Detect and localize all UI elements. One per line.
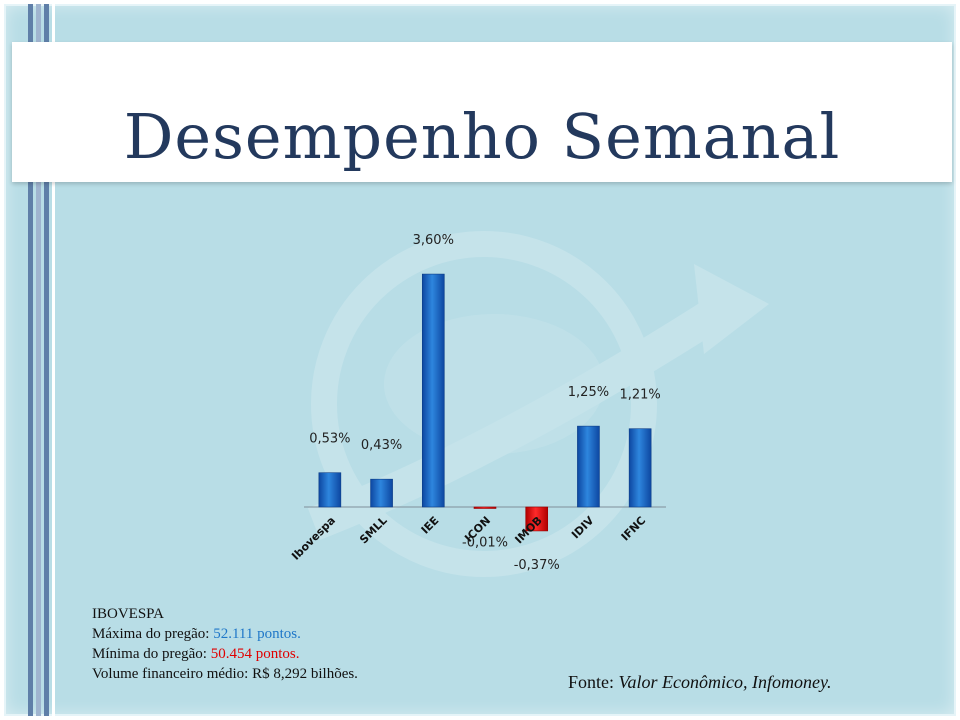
data-label-iee: 3,60%	[413, 233, 454, 248]
category-label-ibovespa: Ibovespa	[289, 514, 338, 563]
slide: Desempenho Semanal 0,53% Ibovespa 0,43% SML…	[4, 4, 956, 716]
max-label: Máxima do pregão:	[92, 626, 214, 642]
page-title: Desempenho Semanal	[123, 100, 841, 173]
info-volume: Volume financeiro médio: R$ 8,292 bilhõe…	[92, 666, 358, 682]
data-label-ibovespa: 0,53%	[309, 432, 350, 447]
bar-imob	[525, 506, 549, 532]
ibovespa-info: IBOVESPA Máxima do pregão: 52.111 pontos…	[92, 604, 512, 684]
max-value: 52.111 pontos.	[213, 626, 301, 642]
source-text: Valor Econômico, Infomoney.	[618, 672, 832, 692]
data-label-smll: 0,43%	[361, 438, 402, 453]
data-label-ifnc: 1,21%	[619, 388, 660, 403]
category-label-idiv: IDIV	[569, 514, 597, 542]
min-value: 50.454 pontos.	[210, 646, 300, 662]
info-min-line: Mínima do pregão: 50.454 pontos.	[92, 644, 512, 664]
decorative-stripes	[28, 4, 68, 716]
data-label-idiv: 1,25%	[568, 385, 609, 400]
title-band: Desempenho Semanal	[12, 42, 952, 182]
bar-ifnc	[628, 428, 652, 508]
min-label: Mínima do pregão:	[92, 646, 211, 662]
category-label-iee: IEE	[419, 514, 442, 537]
info-heading: IBOVESPA	[92, 606, 164, 622]
source-note: Fonte: Valor Econômico, Infomoney.	[568, 672, 831, 693]
bar-chart: 0,53%Ibovespa0,43%SMLL3,60%IEE-0,01%ICON…	[289, 233, 666, 573]
bar-iee	[421, 273, 445, 508]
data-label-imob: -0,37%	[514, 558, 560, 573]
bar-icon	[473, 506, 497, 509]
category-label-smll: SMLL	[357, 514, 389, 546]
bar-idiv	[577, 425, 600, 508]
bar-ibovespa	[318, 472, 342, 508]
bar-smll	[370, 478, 393, 508]
data-label-icon: -0,01%	[462, 536, 508, 551]
source-label: Fonte:	[568, 672, 619, 692]
category-label-ifnc: IFNC	[619, 514, 649, 544]
info-max-line: Máxima do pregão: 52.111 pontos.	[92, 624, 512, 644]
